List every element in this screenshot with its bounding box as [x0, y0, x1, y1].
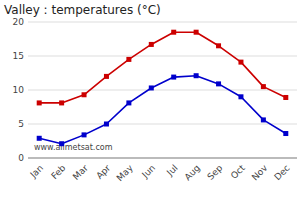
- data-point: [59, 100, 64, 105]
- y-axis: 0 5 10 15 20: [13, 17, 297, 163]
- title: Valley : temperatures (°C): [4, 3, 161, 17]
- data-point: [261, 84, 266, 89]
- data-point: [126, 100, 131, 105]
- data-point: [82, 92, 87, 97]
- data-point: [82, 132, 87, 137]
- data-point: [104, 74, 109, 79]
- grid-line: [28, 56, 297, 57]
- data-point: [171, 30, 176, 35]
- data-point: [238, 60, 243, 65]
- data-point: [104, 122, 109, 127]
- x-tick-label: Oct: [229, 163, 247, 181]
- data-point: [194, 73, 199, 78]
- data-point: [283, 95, 288, 100]
- data-point: [149, 42, 154, 47]
- x-tick-label: Dec: [272, 163, 291, 182]
- data-point: [216, 81, 221, 86]
- y-tick-label: 20: [13, 17, 25, 27]
- x-tick-label: Nov: [250, 162, 270, 182]
- data-point: [37, 100, 42, 105]
- data-point: [216, 43, 221, 48]
- grid-line: [28, 22, 297, 23]
- x-tick-label: May: [115, 162, 136, 183]
- x-tick-label: Feb: [49, 163, 68, 182]
- chart-svg: Valley : temperatures (°C) 0 5 10 15 20 JanFeb…: [0, 0, 305, 200]
- data-point: [171, 75, 176, 80]
- x-tick-label: Mar: [71, 163, 90, 182]
- series-line: [39, 76, 286, 144]
- data-point: [126, 57, 131, 62]
- grid-line: [28, 90, 297, 91]
- x-axis-line: [28, 158, 297, 159]
- y-tick-label: 0: [18, 153, 24, 163]
- data-point: [261, 117, 266, 122]
- data-point: [283, 131, 288, 136]
- y-tick-label: 10: [13, 85, 25, 95]
- x-tick-label: Apr: [94, 163, 112, 181]
- data-point: [37, 136, 42, 141]
- data-point: [238, 94, 243, 99]
- annotation: www.allmetsat.com: [34, 143, 113, 152]
- x-tick-label: Aug: [183, 163, 203, 183]
- grid-line: [28, 158, 297, 159]
- series-line: [39, 32, 286, 103]
- plot-area: [37, 30, 289, 147]
- data-point: [194, 30, 199, 35]
- x-tick-label: Sep: [205, 163, 224, 182]
- data-point: [59, 141, 64, 146]
- chart-container: Valley : temperatures (°C) 0 5 10 15 20 JanFeb…: [0, 0, 305, 200]
- x-tick-label: Jun: [140, 163, 158, 181]
- grid-line: [28, 124, 297, 125]
- y-tick-label: 15: [13, 51, 24, 61]
- data-point: [149, 85, 154, 90]
- x-tick-label: Jul: [164, 163, 179, 178]
- y-tick-label: 5: [18, 119, 24, 129]
- x-tick-label: Jan: [28, 163, 46, 181]
- x-axis: JanFebMarAprMayJun Jul AugSep OctNovDec: [28, 162, 292, 183]
